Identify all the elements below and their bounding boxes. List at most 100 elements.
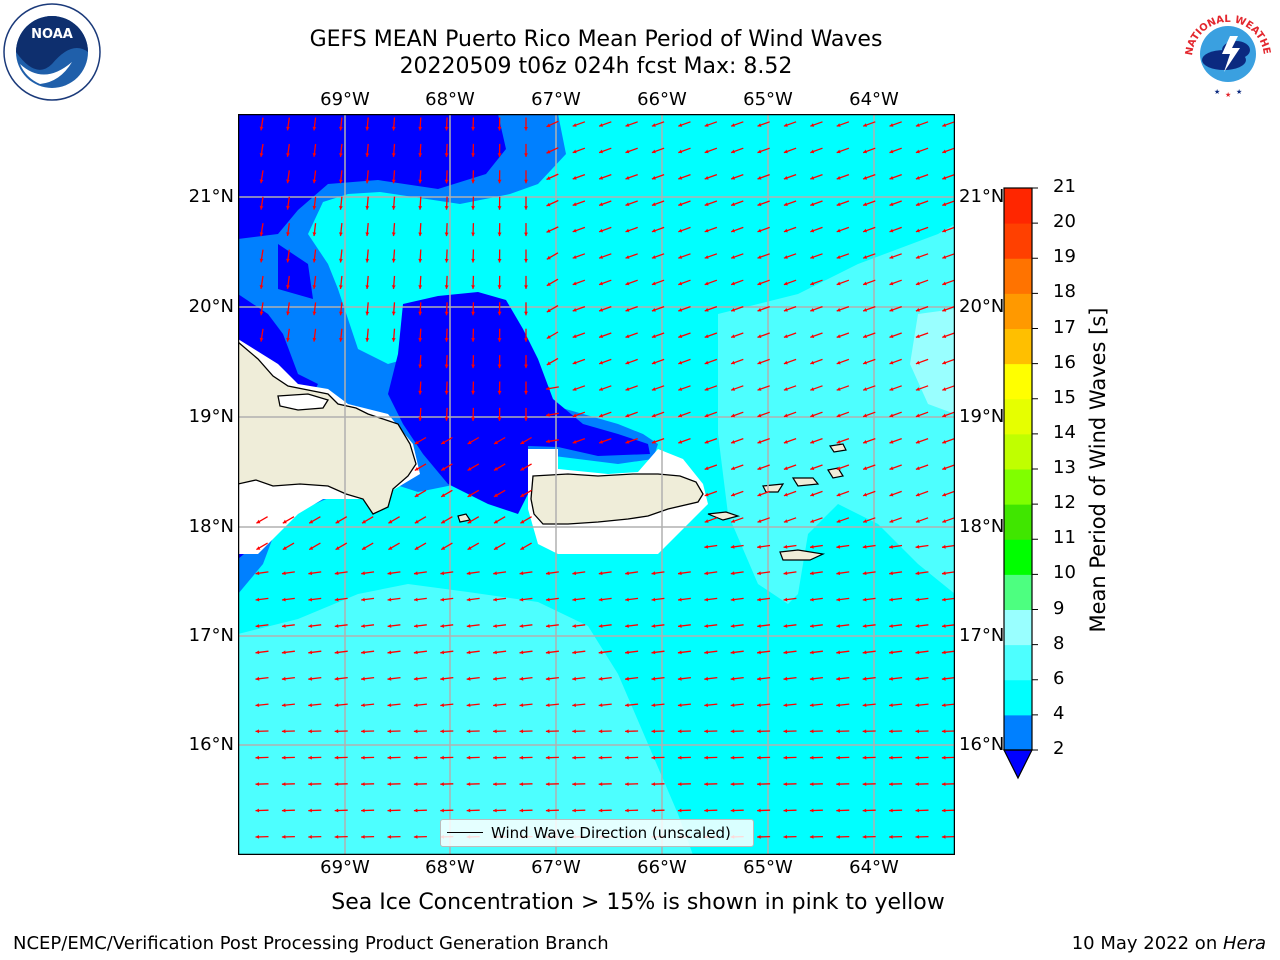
wind-arrow [598, 624, 612, 628]
wind-arrow [809, 624, 823, 628]
wind-arrow [783, 121, 797, 127]
wind-arrow [312, 143, 317, 157]
wind-arrow [259, 223, 264, 237]
wind-arrow [413, 571, 427, 576]
wind-arrow [497, 170, 502, 184]
wind-arrow [339, 170, 343, 184]
wind-arrow [466, 571, 480, 576]
wind-arrow [757, 517, 770, 523]
wind-arrow [889, 464, 902, 471]
wind-arrow [334, 650, 348, 655]
wind-arrow [730, 544, 744, 549]
nws-logo: NATIONAL WEATHER SERVICE ★ ★ ★ [1178, 2, 1275, 99]
wind-arrow [889, 358, 902, 365]
wind-arrow [836, 437, 850, 444]
wind-arrow [598, 703, 612, 707]
wind-arrow [889, 490, 902, 497]
wind-arrow [915, 544, 929, 549]
wind-arrow [836, 279, 850, 286]
wind-arrow [810, 200, 823, 207]
wind-arrow [678, 121, 691, 127]
wind-arrow [471, 328, 475, 342]
wind-arrow [413, 729, 427, 734]
colorbar-tick-label: 21 [1053, 176, 1076, 197]
wind-arrow [889, 200, 902, 207]
wind-arrow [440, 542, 453, 551]
colorbar-segment [1004, 504, 1032, 540]
wind-arrow [391, 275, 396, 289]
wind-arrow [524, 355, 528, 369]
wind-arrow [810, 437, 823, 444]
wind-arrow [466, 597, 480, 602]
wind-arrow [678, 279, 691, 286]
wind-arrow [757, 279, 770, 286]
wind-arrow [255, 755, 269, 760]
sea-ice-note: Sea Ice Concentration > 15% is shown in … [331, 890, 945, 915]
wind-arrow [387, 624, 401, 628]
wind-arrow [651, 597, 665, 602]
wind-arrow [286, 196, 290, 210]
wind-arrow [809, 755, 823, 760]
wind-arrow [836, 385, 850, 391]
wind-arrow [651, 253, 665, 259]
wind-arrow [783, 411, 797, 418]
wind-arrow [259, 170, 264, 184]
wind-arrow [704, 121, 718, 127]
wind-arrow [440, 782, 454, 786]
wind-arrow [572, 703, 586, 707]
wind-arrow [444, 223, 449, 237]
wind-arrow [942, 464, 955, 471]
wind-arrow [545, 755, 559, 760]
wind-arrow [281, 676, 295, 681]
lon-label-top-65w: 65°W [743, 89, 793, 110]
wind-arrow [413, 755, 427, 760]
wind-arrow [783, 358, 797, 365]
wind-arrow [418, 223, 423, 237]
wind-arrow [730, 729, 744, 734]
wind-arrow [704, 279, 718, 286]
wind-arrow [625, 437, 638, 444]
colorbar-label: Mean Period of Wind Waves [s] [1086, 307, 1110, 633]
wind-arrow [365, 196, 370, 210]
wind-arrow [915, 755, 929, 760]
wind-arrow [862, 624, 876, 628]
wind-arrow [889, 676, 903, 681]
wind-arrow [836, 173, 850, 180]
wind-arrow [941, 597, 955, 602]
wind-arrow [308, 542, 321, 551]
wind-arrow [783, 703, 797, 707]
wind-arrow [915, 121, 929, 127]
lat-label-left-18n: 18°N [188, 516, 234, 537]
wind-arrow [572, 121, 586, 127]
wind-arrow [335, 542, 348, 551]
wind-arrow [546, 226, 559, 233]
wind-arrow [757, 305, 770, 312]
wind-arrow [391, 170, 396, 184]
wind-arrow [836, 729, 850, 734]
wind-arrow [941, 703, 955, 707]
wind-arrow [444, 196, 449, 210]
wind-arrow [783, 173, 797, 180]
wind-arrow [862, 200, 876, 207]
colorbar-tick-label: 14 [1053, 421, 1076, 443]
wind-arrow [444, 117, 449, 131]
wind-arrow [941, 650, 955, 655]
wind-arrow [339, 196, 343, 210]
wind-arrow [524, 275, 528, 289]
wind-arrow [572, 385, 586, 391]
wind-arrow [862, 305, 876, 312]
wind-arrow [467, 463, 480, 471]
wind-arrow [281, 703, 295, 707]
wind-arrow [704, 729, 718, 734]
wind-arrow [497, 275, 502, 289]
wind-arrow [915, 517, 929, 523]
colorbar-tick-label: 10 [1053, 562, 1076, 584]
wind-arrow [598, 571, 612, 576]
wind-arrow [497, 196, 502, 210]
wind-arrow [810, 332, 823, 339]
wind-arrow [361, 729, 375, 734]
wind-arrow [704, 544, 718, 549]
lat-label-left-21n: 21°N [188, 186, 234, 207]
wind-arrow [391, 302, 396, 316]
lat-label-left-17n: 17°N [188, 625, 234, 646]
